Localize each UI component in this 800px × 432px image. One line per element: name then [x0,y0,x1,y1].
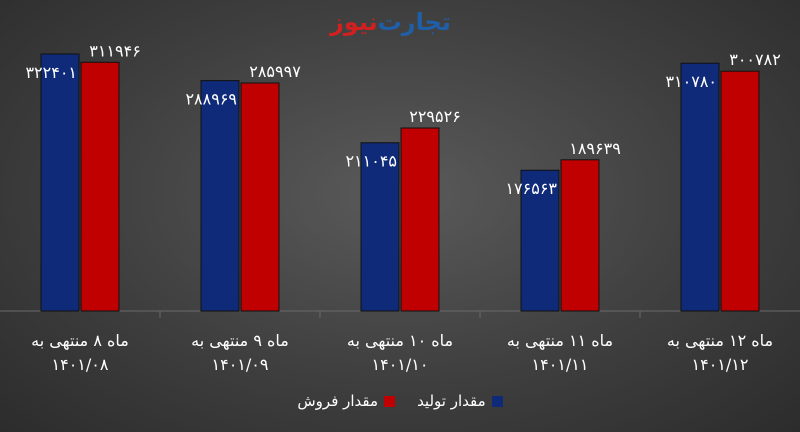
data-label-production: ۳۱۰۷۸۰ [665,72,717,91]
x-tick-label: ماه ۱۱ منتهی به [507,331,613,351]
data-label-production: ۱۷۶۵۶۳ [505,179,557,198]
bar-production [360,142,400,312]
bar-production [200,80,240,312]
x-tick-label: ۱۴۰۱/۱۰ [372,355,429,374]
x-tick-label: ۱۴۰۱/۰۹ [212,355,269,374]
legend-item-sales: مقدار فروش [297,392,396,410]
bar-sales [400,127,440,312]
x-tick-label: ماه ۹ منتهی به [191,331,289,351]
data-label-sales: ۲۲۹۵۲۶ [409,107,461,126]
site-logo: تجارت نیوز [330,4,451,40]
legend-label-sales: مقدار فروش [297,392,379,410]
legend-label-production: مقدار تولید [417,392,486,410]
data-label-production: ۲۱۱۰۴۵ [345,152,397,171]
legend-swatch-sales [384,395,396,407]
data-label-sales: ۲۸۵۹۹۷ [249,62,301,81]
bar-production [680,62,720,312]
data-label-sales: ۳۰۰۷۸۲ [729,50,781,69]
x-tick-label: ۱۴۰۱/۱۲ [692,355,749,374]
logo-part-b: نیوز [330,8,378,36]
x-tick-label: ماه ۸ منتهی به [31,331,129,351]
legend-item-production: مقدار تولید [417,392,503,410]
x-tick-label: ماه ۱۲ منتهی به [667,331,773,351]
x-tick-label: ماه ۱۰ منتهی به [347,331,453,351]
bar-sales [560,159,600,312]
chart-legend: مقدار تولید مقدار فروش [0,392,800,410]
logo-part-a: تجارت [377,8,451,36]
bar-production [40,53,80,312]
bar-production [520,169,560,312]
bar-sales [240,82,280,312]
x-tick-label: ۱۴۰۱/۰۸ [52,355,109,374]
data-label-sales: ۳۱۱۹۴۶ [89,41,141,60]
data-label-production: ۳۲۲۴۰۱ [25,63,77,82]
legend-swatch-production [491,395,503,407]
bar-sales [720,70,760,312]
x-tick-label: ۱۴۰۱/۱۱ [532,355,589,374]
data-label-sales: ۱۸۹۶۳۹ [569,139,621,158]
data-label-production: ۲۸۸۹۶۹ [185,90,237,109]
bar-sales [80,61,120,312]
